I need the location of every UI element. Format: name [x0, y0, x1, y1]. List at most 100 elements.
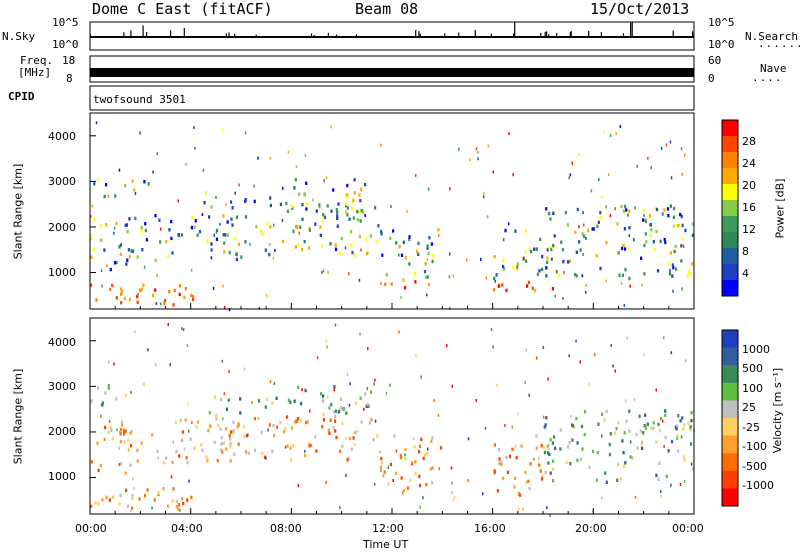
data-cell — [381, 253, 384, 257]
data-cell — [107, 386, 110, 390]
data-cell — [560, 240, 563, 244]
data-cell — [352, 198, 355, 202]
data-cell — [99, 223, 102, 228]
data-cell — [146, 488, 149, 492]
data-cell — [177, 199, 179, 203]
data-cell — [644, 413, 647, 417]
data-cell — [253, 199, 256, 204]
data-cell — [500, 460, 503, 464]
data-cell — [426, 258, 428, 261]
data-cell — [467, 437, 470, 441]
data-cell — [605, 241, 608, 245]
data-cell — [359, 199, 362, 203]
data-cell — [363, 407, 365, 411]
data-cell — [417, 252, 420, 256]
data-cell — [485, 276, 488, 280]
data-cell — [163, 301, 166, 305]
data-cell — [269, 196, 272, 200]
data-cell — [573, 425, 576, 429]
data-cell — [184, 418, 187, 422]
data-cell — [169, 363, 171, 367]
data-cell — [157, 491, 160, 495]
data-cell — [300, 401, 303, 406]
data-cell — [190, 495, 193, 500]
data-cell — [550, 257, 553, 261]
colorbar-segment — [722, 488, 738, 507]
data-cell — [109, 267, 112, 272]
data-cell — [446, 344, 448, 348]
data-cell — [660, 146, 663, 150]
data-cell — [220, 397, 223, 402]
data-cell — [219, 427, 222, 431]
data-cell — [193, 126, 195, 130]
data-cell — [171, 460, 174, 465]
power-colorbar — [721, 119, 739, 297]
data-cell — [338, 251, 341, 255]
data-cell — [667, 214, 670, 218]
data-cell — [210, 205, 213, 209]
data-cell — [542, 346, 545, 349]
data-cell — [143, 265, 146, 269]
data-cell — [582, 252, 584, 256]
data-cell — [581, 274, 584, 278]
data-cell — [276, 425, 278, 429]
data-cell — [271, 401, 274, 405]
data-cell — [354, 430, 357, 435]
data-cell — [205, 455, 208, 459]
data-cell — [297, 417, 300, 421]
data-cell — [139, 131, 141, 135]
data-cell — [546, 256, 549, 260]
data-cell — [682, 427, 685, 431]
data-cell — [601, 434, 603, 438]
data-cell — [157, 456, 159, 460]
data-cell — [438, 233, 440, 237]
data-cell — [206, 239, 209, 243]
data-cell — [136, 300, 139, 305]
data-cell — [119, 287, 122, 291]
data-cell — [115, 397, 118, 401]
data-cell — [501, 283, 504, 287]
colorbar-segment — [722, 216, 738, 233]
colorbar-segment — [722, 152, 738, 169]
data-cell — [546, 248, 549, 252]
data-cell — [133, 188, 136, 192]
data-cell — [231, 429, 234, 434]
data-cell — [126, 229, 129, 234]
data-cell — [676, 436, 679, 440]
data-cell — [171, 251, 174, 255]
data-cell — [426, 244, 429, 248]
data-cell — [659, 239, 662, 244]
data-cell — [118, 168, 121, 172]
data-cell — [120, 301, 123, 305]
data-cell — [325, 339, 328, 343]
data-cell — [598, 178, 600, 181]
data-cell — [123, 440, 126, 444]
data-cell — [575, 274, 578, 278]
data-cell — [188, 479, 190, 483]
data-cell — [609, 432, 612, 436]
data-cell — [669, 140, 672, 144]
data-cell — [242, 425, 245, 429]
data-cell — [358, 193, 361, 197]
data-cell — [223, 392, 226, 396]
data-cell — [535, 247, 538, 251]
data-cell — [316, 356, 319, 360]
data-cell — [131, 506, 134, 510]
data-cell — [134, 330, 136, 334]
colorbar-segment — [722, 418, 738, 437]
data-cell — [315, 449, 318, 453]
data-cell — [676, 434, 679, 438]
data-cell — [115, 260, 118, 265]
data-cell — [261, 232, 264, 236]
data-cell — [124, 184, 127, 188]
data-cell — [101, 498, 104, 502]
date-label: 15/Oct/2013 — [590, 0, 690, 18]
data-cell — [500, 463, 503, 467]
nave-tick-low: 0 — [708, 72, 715, 85]
data-cell — [111, 437, 114, 441]
data-cell — [400, 253, 404, 257]
data-cell — [96, 441, 99, 445]
data-cell — [155, 302, 158, 305]
data-cell — [671, 263, 674, 267]
data-cell — [691, 262, 694, 266]
